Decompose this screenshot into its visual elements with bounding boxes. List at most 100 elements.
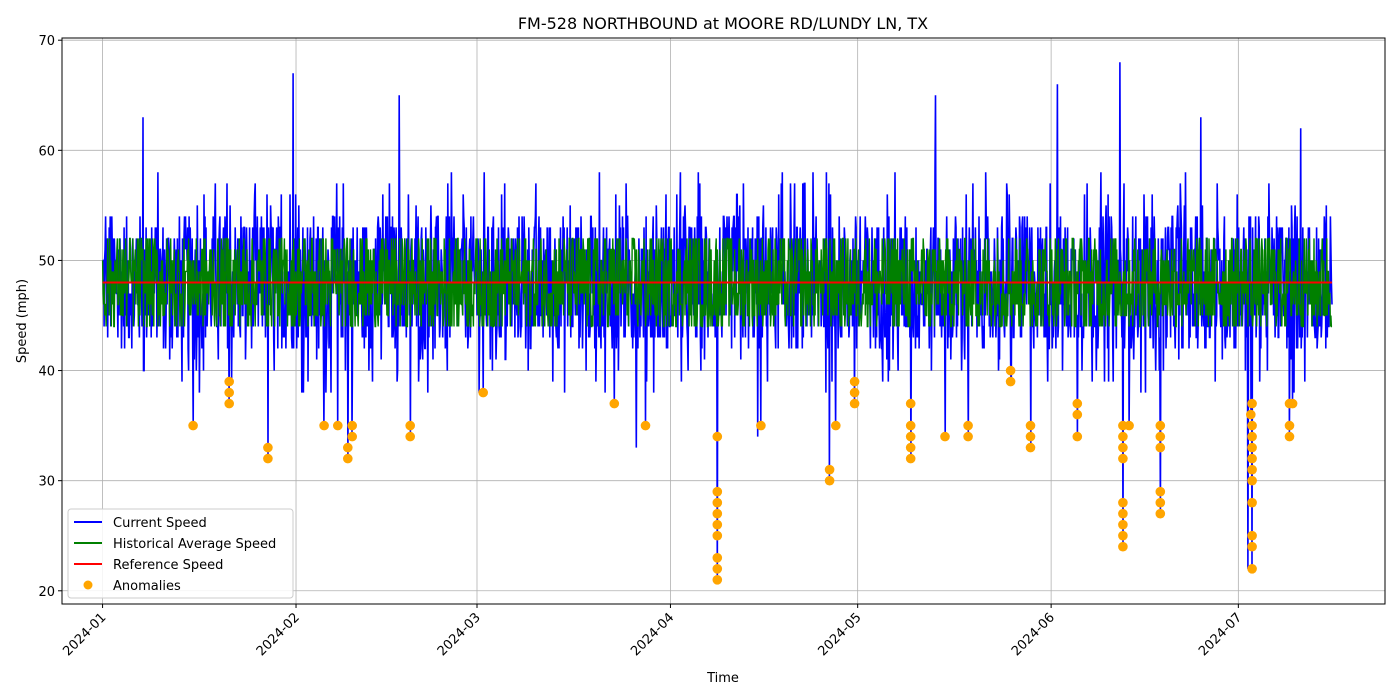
legend-label-historical: Historical Average Speed bbox=[113, 537, 276, 552]
anomaly-point bbox=[1247, 530, 1257, 541]
anomalies-series bbox=[188, 365, 1298, 585]
y-tick-label: 20 bbox=[38, 585, 55, 600]
anomaly-point bbox=[1247, 464, 1257, 475]
anomaly-point bbox=[1118, 519, 1128, 530]
y-tick-label: 40 bbox=[38, 365, 55, 380]
anomaly-point bbox=[1025, 431, 1036, 442]
y-tick-label: 50 bbox=[38, 254, 55, 269]
anomaly-point bbox=[712, 519, 723, 530]
anomaly-point bbox=[333, 420, 343, 431]
anomaly-point bbox=[319, 420, 329, 431]
anomaly-point bbox=[712, 431, 723, 442]
anomaly-point bbox=[1247, 541, 1257, 552]
legend-marker-anomalies bbox=[83, 580, 93, 590]
anomaly-point bbox=[905, 398, 916, 409]
anomaly-point bbox=[1287, 398, 1298, 409]
anomaly-point bbox=[756, 420, 766, 431]
anomaly-point bbox=[224, 376, 234, 387]
anomaly-point bbox=[343, 442, 353, 453]
anomaly-point bbox=[905, 431, 916, 442]
x-axis-label: Time bbox=[706, 671, 739, 686]
y-tick-label: 70 bbox=[38, 34, 55, 49]
anomaly-point bbox=[905, 442, 916, 453]
anomaly-point bbox=[1247, 431, 1257, 442]
anomaly-point bbox=[849, 398, 860, 409]
anomaly-point bbox=[712, 530, 723, 541]
legend-label-reference: Reference Speed bbox=[113, 558, 223, 573]
anomaly-point bbox=[712, 553, 723, 563]
anomaly-point bbox=[712, 508, 723, 519]
anomaly-point bbox=[712, 486, 723, 497]
anomaly-point bbox=[347, 420, 358, 431]
anomaly-point bbox=[1118, 541, 1128, 552]
anomaly-point bbox=[824, 464, 835, 475]
anomaly-point bbox=[1284, 420, 1295, 431]
anomaly-point bbox=[263, 453, 273, 464]
anomaly-point bbox=[1005, 365, 1016, 376]
anomaly-point bbox=[831, 420, 841, 431]
anomaly-point bbox=[1072, 409, 1083, 420]
anomaly-point bbox=[343, 453, 353, 464]
anomaly-point bbox=[1155, 431, 1166, 442]
anomaly-point bbox=[263, 442, 273, 453]
anomaly-point bbox=[712, 564, 723, 574]
anomaly-point bbox=[1247, 453, 1257, 464]
anomaly-point bbox=[1155, 442, 1166, 453]
anomaly-point bbox=[963, 420, 973, 431]
anomaly-point bbox=[1118, 442, 1128, 453]
historical-average-line bbox=[101, 237, 1333, 328]
anomaly-point bbox=[1155, 486, 1166, 497]
anomaly-point bbox=[1072, 398, 1083, 409]
anomaly-point bbox=[1118, 497, 1128, 508]
anomaly-point bbox=[849, 387, 860, 398]
anomaly-point bbox=[849, 376, 860, 387]
anomaly-point bbox=[1072, 431, 1083, 442]
anomaly-point bbox=[712, 497, 723, 508]
anomaly-point bbox=[1246, 409, 1256, 420]
anomaly-point bbox=[478, 387, 489, 398]
anomaly-point bbox=[1247, 442, 1257, 453]
anomaly-point bbox=[1284, 431, 1295, 442]
anomaly-point bbox=[1025, 420, 1036, 431]
legend-label-anomalies: Anomalies bbox=[113, 579, 181, 594]
y-tick-label: 30 bbox=[38, 475, 55, 490]
anomaly-point bbox=[609, 398, 620, 409]
anomaly-point bbox=[1118, 431, 1128, 442]
anomaly-point bbox=[405, 420, 416, 431]
anomaly-point bbox=[1118, 453, 1128, 464]
anomaly-point bbox=[905, 453, 916, 464]
anomaly-point bbox=[1155, 420, 1166, 431]
anomaly-point bbox=[824, 475, 835, 486]
anomaly-point bbox=[224, 398, 234, 409]
anomaly-point bbox=[1247, 398, 1257, 409]
legend: Current Speed Historical Average Speed R… bbox=[67, 508, 294, 599]
anomaly-point bbox=[405, 431, 416, 442]
historical-average-series bbox=[101, 237, 1333, 328]
legend-box bbox=[67, 508, 294, 599]
anomaly-point bbox=[1247, 564, 1257, 574]
legend-label-current: Current Speed bbox=[113, 516, 207, 531]
anomaly-point bbox=[347, 431, 358, 442]
anomaly-point bbox=[963, 431, 973, 442]
anomaly-point bbox=[1118, 508, 1128, 519]
anomaly-point bbox=[1155, 508, 1166, 519]
chart-title: FM-528 NORTHBOUND at MOORE RD/LUNDY LN, … bbox=[518, 14, 928, 33]
y-axis-ticks: 20 30 40 50 60 70 bbox=[38, 34, 62, 600]
anomaly-point bbox=[1155, 497, 1166, 508]
anomaly-point bbox=[188, 420, 198, 431]
anomaly-point bbox=[1247, 497, 1257, 508]
anomaly-point bbox=[905, 420, 916, 431]
anomaly-point bbox=[1247, 475, 1257, 486]
anomaly-point bbox=[1124, 420, 1134, 431]
anomaly-point bbox=[1025, 442, 1036, 453]
anomaly-point bbox=[640, 420, 651, 431]
anomaly-point bbox=[940, 431, 950, 442]
anomaly-point bbox=[1118, 530, 1128, 541]
anomaly-point bbox=[712, 575, 723, 585]
plot-frame bbox=[61, 37, 1386, 605]
y-axis-label: Speed (mph) bbox=[15, 279, 30, 363]
anomaly-point bbox=[1005, 376, 1016, 387]
anomaly-point bbox=[1247, 420, 1257, 431]
y-tick-label: 60 bbox=[38, 144, 55, 159]
